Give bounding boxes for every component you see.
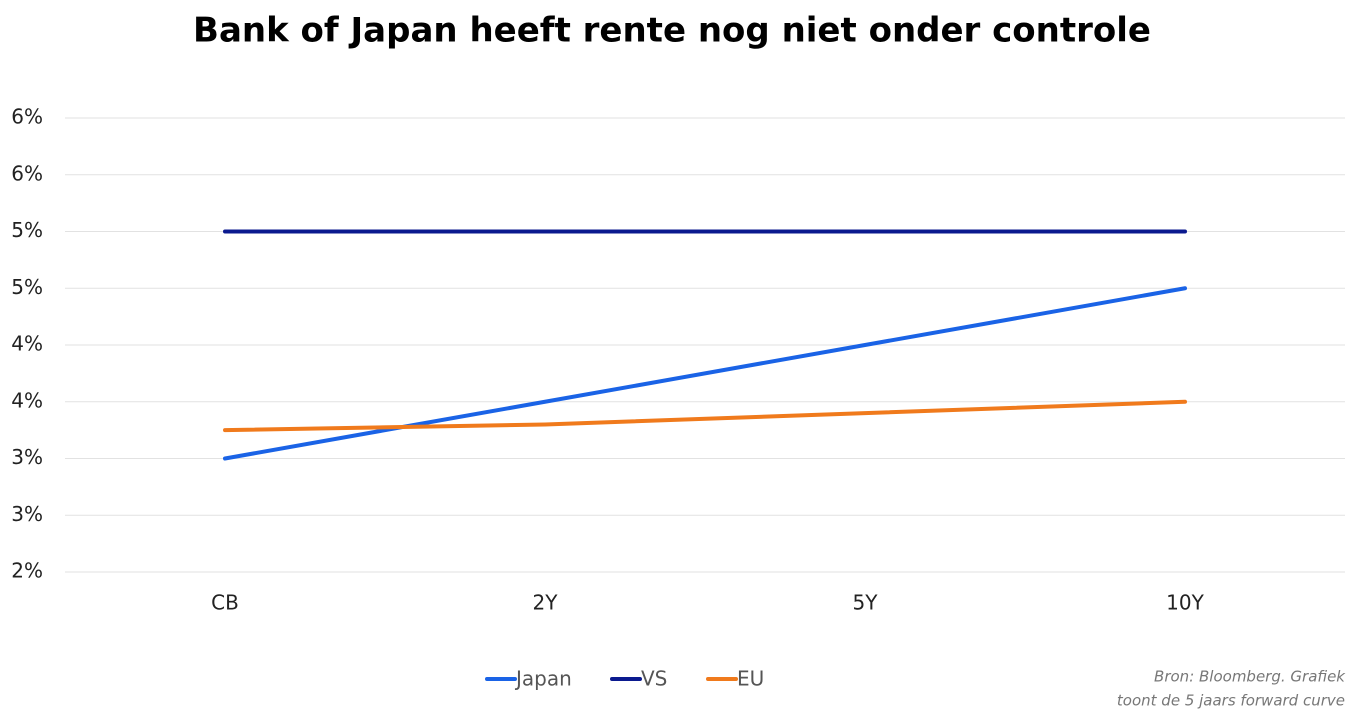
y-tick-label: 4% [11,332,43,356]
y-tick-label: 6% [11,105,43,129]
y-tick-label: 6% [11,161,43,185]
y-tick-label: 3% [11,445,43,469]
legend-label: EU [737,667,764,691]
line-series [223,399,1187,433]
x-tick-label: 10Y [1166,591,1204,615]
y-tick-label: 5% [11,275,43,299]
x-tick-label: CB [211,591,239,615]
source-note: toont de 5 jaars forward curve [1117,692,1345,710]
legend-label: Japan [514,667,572,691]
x-tick-label: 5Y [853,591,879,615]
x-tick-label: 2Y [533,591,559,615]
y-tick-label: 3% [11,502,43,526]
y-tick-label: 2% [11,559,43,583]
legend-label: VS [641,667,667,691]
chart-title: Bank of Japan heeft rente nog niet onder… [193,11,1151,51]
line-series [223,286,1187,461]
y-tick-label: 5% [11,218,43,242]
y-tick-label: 4% [11,388,43,412]
source-note: Bron: Bloomberg. Grafiek [1154,668,1346,686]
